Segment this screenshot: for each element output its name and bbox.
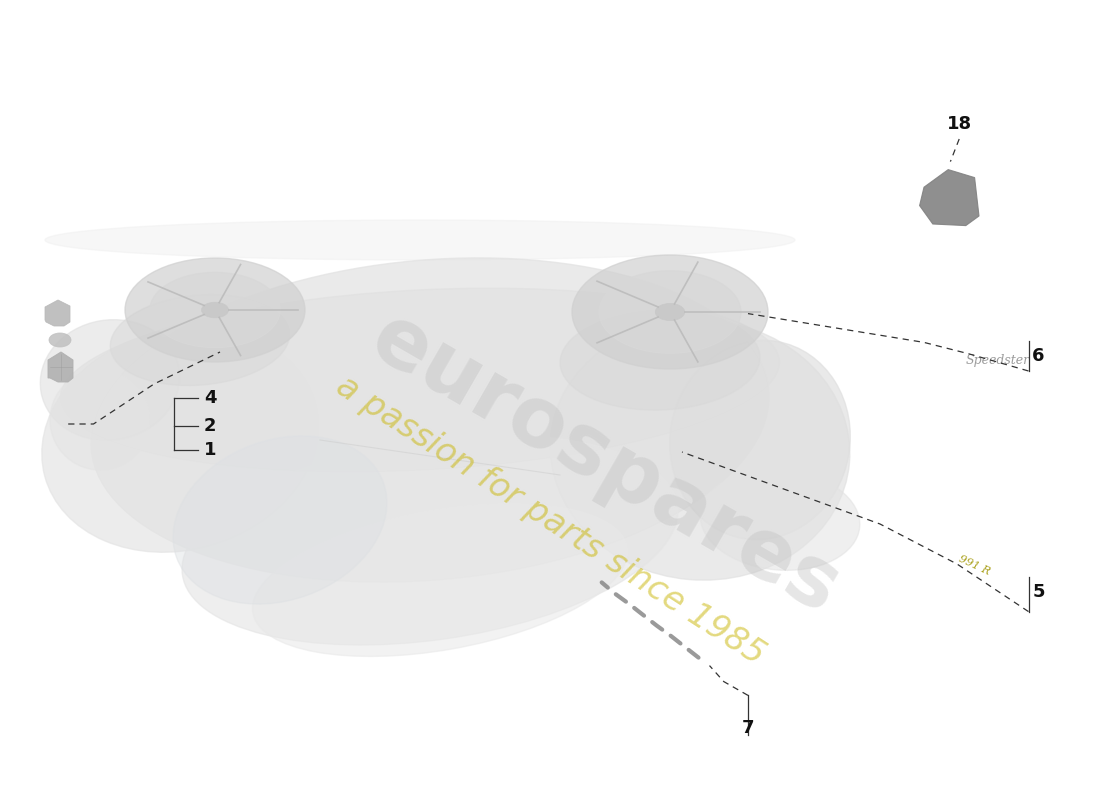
Ellipse shape: [182, 435, 678, 645]
Text: eurospares: eurospares: [356, 297, 854, 631]
Ellipse shape: [173, 436, 387, 604]
Ellipse shape: [91, 258, 769, 582]
Ellipse shape: [201, 302, 229, 318]
Text: a passion for parts since 1985: a passion for parts since 1985: [330, 369, 770, 671]
Ellipse shape: [110, 294, 289, 386]
Ellipse shape: [701, 470, 860, 570]
Ellipse shape: [656, 303, 684, 321]
Ellipse shape: [41, 320, 179, 440]
Ellipse shape: [50, 370, 150, 470]
Ellipse shape: [670, 340, 850, 540]
Text: Speedster: Speedster: [966, 354, 1030, 367]
Ellipse shape: [125, 258, 305, 362]
Text: 18: 18: [947, 115, 971, 133]
Ellipse shape: [560, 310, 760, 410]
Ellipse shape: [60, 288, 780, 472]
Ellipse shape: [572, 255, 768, 369]
Ellipse shape: [600, 270, 741, 354]
Ellipse shape: [550, 320, 850, 580]
Text: 4: 4: [204, 390, 217, 407]
Ellipse shape: [253, 503, 627, 657]
Polygon shape: [48, 352, 73, 382]
Ellipse shape: [50, 333, 72, 347]
Polygon shape: [920, 170, 979, 226]
Ellipse shape: [45, 220, 795, 260]
Polygon shape: [45, 300, 70, 326]
Ellipse shape: [150, 272, 280, 348]
Text: 5: 5: [1032, 582, 1045, 601]
Text: 991 R: 991 R: [957, 554, 991, 576]
Text: 6: 6: [1032, 347, 1045, 365]
Text: 7: 7: [741, 719, 755, 738]
Text: 2: 2: [204, 417, 217, 434]
Ellipse shape: [42, 328, 318, 552]
Text: 1: 1: [204, 441, 217, 458]
